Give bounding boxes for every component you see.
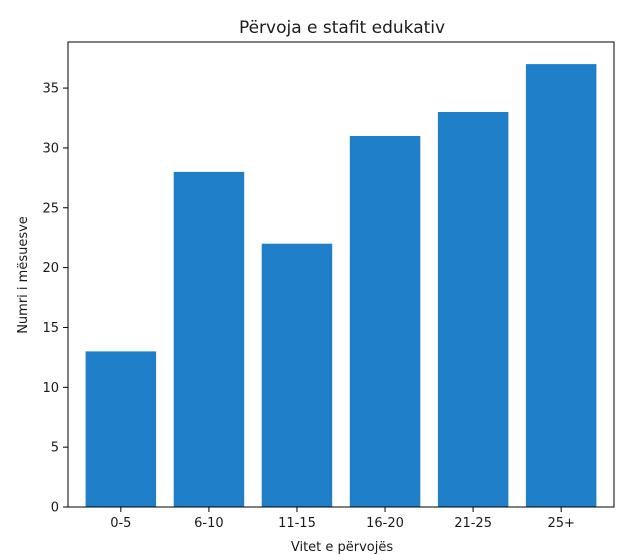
x-tick-label: 25+: [547, 516, 574, 531]
y-tick-label: 10: [42, 381, 59, 396]
x-tick-label: 11-15: [278, 516, 316, 531]
x-tick-label: 6-10: [194, 516, 224, 531]
bar-16-20: [350, 136, 421, 507]
y-tick-label: 0: [51, 501, 59, 516]
bar-21-25: [438, 112, 509, 507]
y-tick-label: 5: [51, 441, 59, 456]
y-tick-label: 20: [42, 261, 59, 276]
bar-6-10: [174, 172, 245, 507]
y-tick-label: 25: [42, 201, 59, 216]
y-axis: 0 5 10 15 20 25 30 35: [42, 82, 68, 516]
x-tick-label: 0-5: [110, 516, 131, 531]
y-tick-label: 35: [42, 82, 59, 97]
bar-0-5: [86, 351, 157, 507]
x-axis-label: Vitet e përvojës: [291, 540, 394, 555]
x-tick-label: 21-25: [454, 516, 492, 531]
y-tick-label: 30: [42, 141, 59, 156]
y-axis-label: Numri i mësuesve: [16, 216, 31, 334]
x-tick-label: 16-20: [366, 516, 404, 531]
chart-title: Përvoja e stafit edukativ: [239, 18, 445, 38]
bar-25+: [526, 64, 597, 507]
y-tick-label: 15: [42, 321, 59, 336]
bars-group: [86, 64, 597, 507]
x-axis: 0-5 6-10 11-15 16-20 21-25 25+: [110, 507, 575, 531]
bar-11-15: [262, 244, 333, 507]
